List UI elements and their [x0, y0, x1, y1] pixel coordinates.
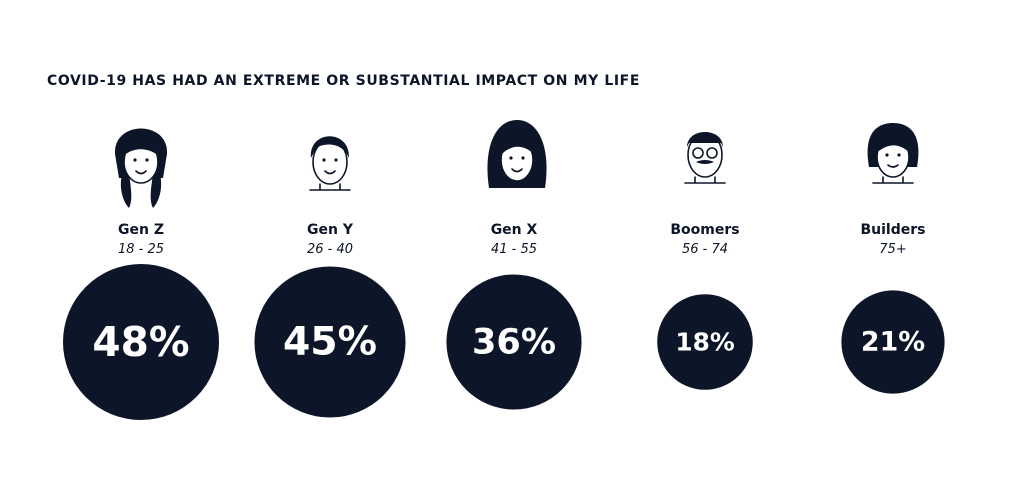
avatar-icon	[309, 136, 351, 191]
avatar-icon	[114, 128, 168, 208]
value-label: 21%	[861, 327, 925, 358]
bubble	[657, 294, 753, 390]
chart-title: COVID-19 HAS HAD AN EXTREME OR SUBSTANTI…	[47, 73, 640, 89]
avatar-icon	[684, 132, 726, 184]
category-label: Gen X	[491, 222, 538, 238]
category-label: Gen Y	[307, 222, 354, 238]
value-label: 18%	[675, 328, 735, 357]
avatar-icon	[867, 123, 919, 184]
bubble	[446, 274, 582, 410]
value-label: 45%	[283, 320, 377, 365]
avatar-icon	[487, 120, 547, 188]
category-subtitle: 18 - 25	[118, 242, 164, 257]
category-subtitle: 75+	[879, 242, 906, 257]
category-label: Builders	[861, 222, 926, 238]
bubble	[254, 266, 406, 418]
bubble	[62, 263, 220, 421]
category-label: Gen Z	[118, 222, 164, 238]
category-label: Boomers	[670, 222, 739, 238]
value-label: 36%	[472, 322, 556, 363]
category-subtitle: 56 - 74	[682, 242, 728, 257]
category-subtitle: 41 - 55	[491, 242, 537, 257]
category-subtitle: 26 - 40	[307, 242, 353, 257]
bubble	[841, 290, 945, 394]
value-label: 48%	[92, 318, 189, 366]
